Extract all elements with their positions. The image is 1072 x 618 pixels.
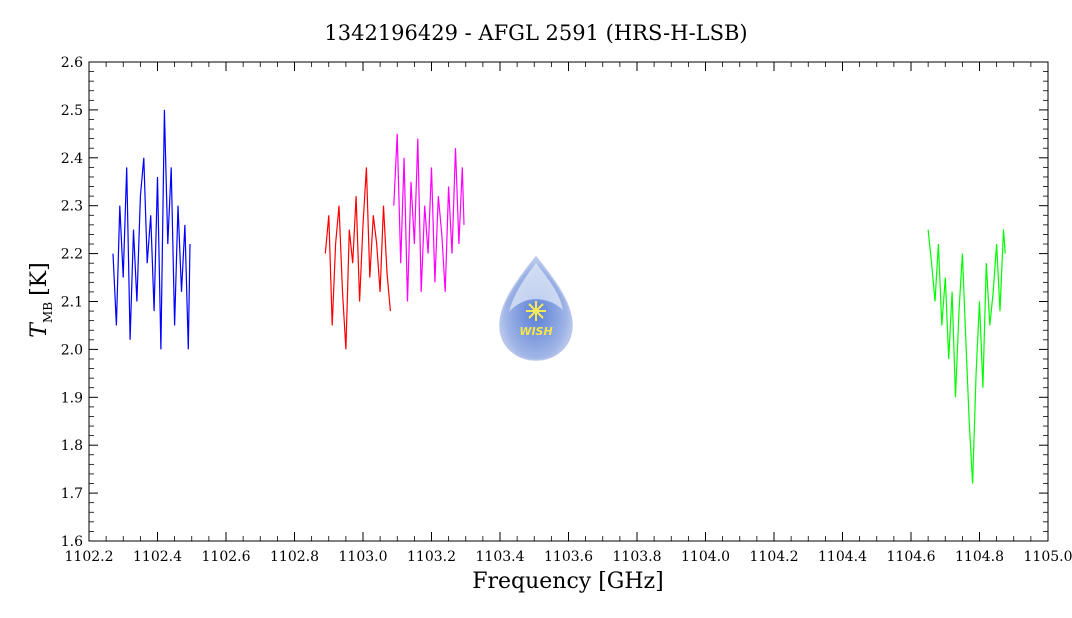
x-tick-label: 1103.6: [544, 549, 593, 565]
x-tick-label: 1103.8: [613, 549, 662, 565]
svg-text:TMB[K]: TMB [K]: [27, 262, 55, 337]
x-tick-label: 1103.2: [407, 549, 456, 565]
x-tick-label: 1102.8: [270, 549, 319, 565]
y-tick-label: 1.6: [61, 534, 83, 550]
logo-text: WISH: [519, 325, 552, 338]
y-axis-label-main: T: [27, 321, 52, 338]
y-tick-label: 1.8: [61, 438, 83, 454]
x-tick-label: 1102.6: [202, 549, 251, 565]
tick-layer: 1102.2 1102.4 1102.6 1102.8 1103.0 1103.2 1103…: [61, 55, 1072, 565]
y-tick-label: 2.0: [61, 342, 83, 358]
y-axis-label-sub: MB: [41, 302, 55, 323]
y-tick-label: 2.2: [61, 247, 83, 263]
x-tick-label: 1102.2: [65, 549, 114, 565]
y-tick-label: 1.7: [61, 486, 83, 502]
spectrum-series-2: [324, 167, 391, 350]
spectrum-series-3: [393, 133, 465, 302]
plot-frame: [88, 61, 1049, 542]
x-tick-label: 1104.6: [887, 549, 936, 565]
y-axis-label-unit: [K]: [27, 262, 52, 296]
x-tick-label: 1104.8: [955, 549, 1004, 565]
spectrum-series-1: [112, 109, 191, 350]
x-tick-label: 1104.0: [681, 549, 730, 565]
x-tick-label: 1104.4: [818, 549, 867, 565]
y-tick-label: 2.5: [61, 103, 83, 119]
y-tick-label: 2.1: [61, 295, 83, 311]
spectrum-series-4: [927, 229, 1006, 484]
y-tick-label: 2.6: [61, 55, 83, 71]
x-tick-label: 1103.4: [476, 549, 525, 565]
chart-title: 1342196429 - AFGL 2591 (HRS-H-LSB): [324, 21, 747, 45]
wish-logo: WISH: [499, 255, 573, 361]
x-tick-label: 1104.2: [750, 549, 799, 565]
y-axis-label: TMB [K]: [27, 262, 55, 337]
x-tick-label: 1105.0: [1024, 549, 1072, 565]
star-icon: [526, 301, 546, 321]
y-tick-label: 1.9: [61, 390, 83, 406]
x-tick-label: 1102.4: [133, 549, 182, 565]
y-tick-label: 2.3: [61, 199, 83, 215]
series-layer: [112, 109, 1006, 484]
x-tick-label: 1103.0: [339, 549, 388, 565]
y-tick-label: 2.4: [61, 151, 83, 167]
x-axis-label: Frequency [GHz]: [472, 569, 664, 594]
